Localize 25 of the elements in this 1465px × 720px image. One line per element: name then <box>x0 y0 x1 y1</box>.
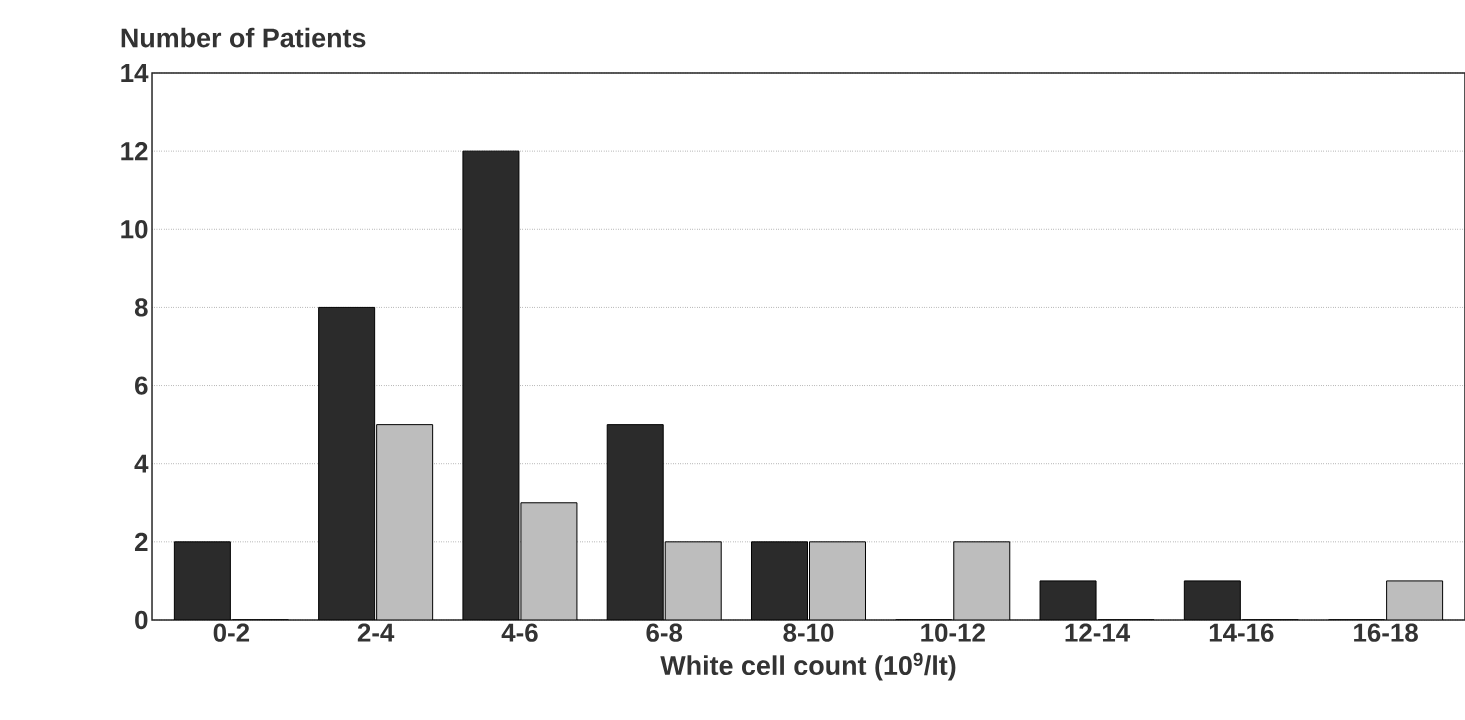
bar <box>376 424 433 620</box>
x-tick-label: 2-4 <box>357 623 395 642</box>
x-tick-label: 0-2 <box>213 623 250 642</box>
bar <box>809 541 866 620</box>
bar <box>520 502 577 620</box>
x-axis-title: White cell count (10$^{9}$/lt) <box>660 652 956 681</box>
y-tick-label: 0 <box>135 610 148 630</box>
x-tick-label: 14-16 <box>1209 623 1274 642</box>
y-tick-label: 8 <box>134 298 148 317</box>
bar <box>1386 580 1444 620</box>
x-tick-label: 10-12 <box>921 623 985 642</box>
x-tick-label: 12-14 <box>1065 623 1131 642</box>
y-tick-label: 14 <box>121 64 149 82</box>
x-tick-label: 8-10 <box>783 623 834 642</box>
bar <box>665 541 722 620</box>
x-tick-label: 16-18 <box>1354 623 1418 642</box>
y-tick-label: 4 <box>134 454 149 473</box>
y-tick-label: 6 <box>135 376 148 395</box>
y-axis-title: Number of Patients <box>121 27 366 48</box>
y-tick-label: 10 <box>121 220 148 239</box>
y-tick-label: 12 <box>121 142 148 161</box>
bar <box>953 541 1010 620</box>
x-tick-label: 4-6 <box>501 623 538 642</box>
x-tick-label: 6-8 <box>646 623 683 642</box>
y-tick-label: 2 <box>134 532 148 551</box>
